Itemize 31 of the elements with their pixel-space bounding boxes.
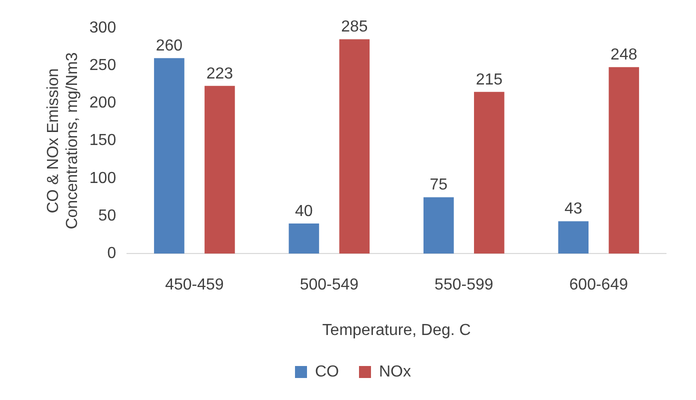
y-tick-label: 50 — [98, 207, 116, 224]
data-label: 285 — [341, 18, 368, 36]
y-tick-label: 150 — [89, 132, 116, 150]
x-tick-label: 600-649 — [569, 276, 628, 294]
x-tick-label: 550-599 — [434, 276, 494, 294]
y-tick-label: 100 — [89, 170, 116, 187]
x-tick-label: 500-549 — [300, 276, 359, 294]
bar — [204, 86, 235, 254]
data-label: 43 — [564, 200, 582, 218]
data-label: 40 — [295, 202, 313, 220]
bar — [558, 221, 589, 254]
y-tick-label: 250 — [89, 57, 116, 74]
bar — [288, 224, 320, 254]
data-label: 260 — [156, 37, 183, 54]
y-tick-label: 200 — [89, 94, 116, 112]
bar — [423, 197, 454, 254]
legend-label: CO — [315, 363, 339, 380]
x-tick-label: 450-459 — [165, 276, 224, 294]
bar — [154, 58, 184, 254]
data-label: 223 — [206, 65, 234, 82]
bar — [474, 92, 504, 254]
y-tick-label: 0 — [107, 245, 116, 262]
x-axis-title: Temperature, Deg. C — [322, 322, 471, 339]
y-axis-title: CO & NOx Emission Concentrations, mg/Nm3 — [45, 52, 82, 230]
bar — [339, 39, 370, 254]
y-tick-label: 300 — [89, 19, 116, 36]
data-label: 215 — [476, 71, 503, 88]
data-label: 248 — [610, 46, 638, 64]
data-label: 75 — [430, 176, 448, 194]
bar — [608, 67, 640, 254]
legend-label: NOx — [379, 363, 411, 380]
